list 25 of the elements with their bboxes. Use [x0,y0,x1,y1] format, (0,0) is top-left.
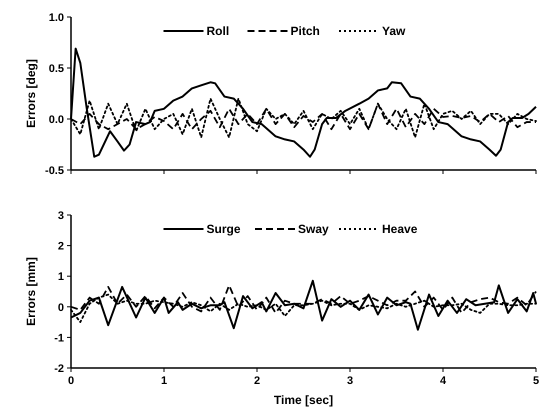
x-tick-label: 2 [254,375,260,387]
y-axis-title: Errors [mm] [24,257,38,326]
x-tick-label: 4 [440,375,447,387]
legend-label: Surge [206,222,241,236]
x-axis-title: Time [sec] [274,393,334,407]
x-tick-label: 3 [346,375,354,387]
y-tick-label: 0.5 [48,63,64,75]
y-tick-label: 1 [58,271,64,284]
legend-label: Sway [298,222,330,236]
y-tick-label: -2 [54,363,64,375]
y-tick-label: -0.5 [45,165,64,177]
x-tick-label: 5 [532,375,540,387]
legend-label: Yaw [382,24,406,38]
legend-label: Heave [382,222,418,236]
legend-label: Roll [206,24,230,38]
y-tick-label: 0 [58,302,64,314]
y-tick-label: 2 [58,240,64,253]
y-tick-label: 0.0 [48,114,64,126]
y-tick-label: -1 [54,332,64,344]
y-axis-title: Errors [deg] [24,59,38,128]
x-tick-label: 0 [68,375,74,387]
legend-label: Pitch [290,24,320,38]
y-tick-label: 1.0 [48,12,64,24]
y-tick-label: 3 [58,210,64,222]
x-tick-label: 1 [160,375,168,387]
